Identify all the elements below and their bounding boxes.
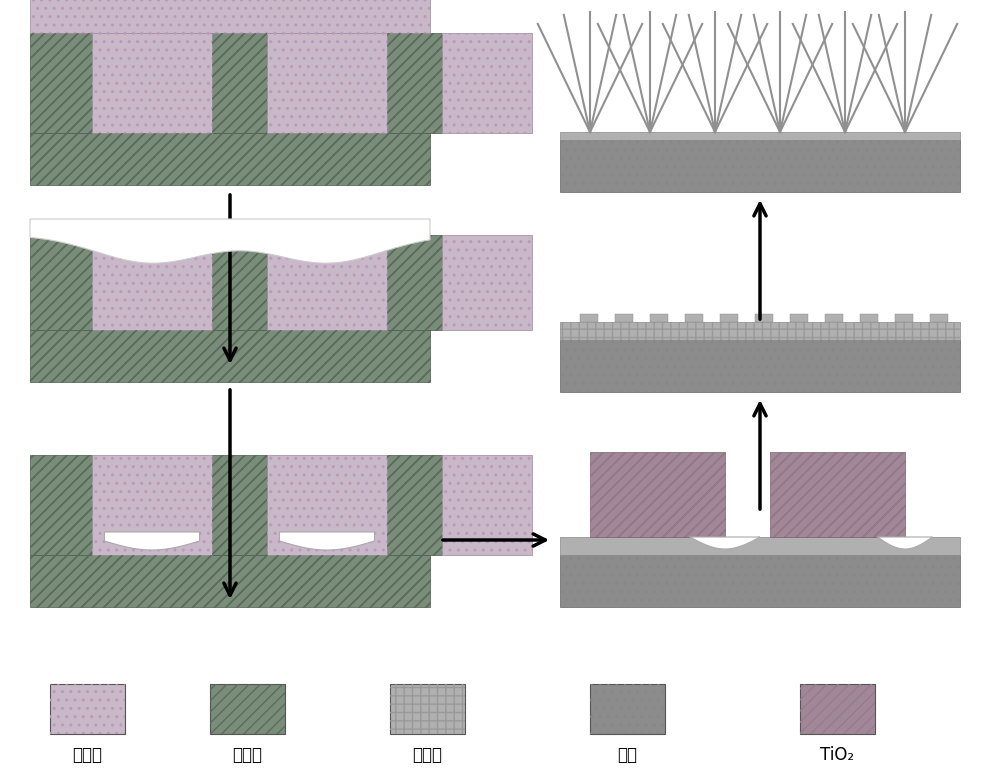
Bar xyxy=(267,455,387,555)
Bar xyxy=(50,684,125,734)
Bar xyxy=(387,455,442,555)
Bar xyxy=(825,314,843,322)
Bar xyxy=(30,0,430,33)
Bar xyxy=(387,235,442,330)
Bar xyxy=(442,235,532,330)
Bar xyxy=(790,314,808,322)
Bar xyxy=(720,314,738,322)
Bar xyxy=(770,452,905,537)
Bar xyxy=(560,140,960,192)
Bar xyxy=(560,537,960,555)
Bar xyxy=(210,684,285,734)
Bar xyxy=(560,140,960,192)
Bar xyxy=(860,314,878,322)
Bar xyxy=(212,235,267,330)
Bar xyxy=(30,330,430,382)
Bar xyxy=(212,33,267,133)
Polygon shape xyxy=(104,532,200,550)
Bar xyxy=(442,33,532,133)
Bar xyxy=(267,455,387,555)
Bar xyxy=(560,340,960,392)
Bar xyxy=(30,133,430,185)
Bar xyxy=(267,235,387,330)
Bar xyxy=(387,235,442,330)
Bar xyxy=(387,33,442,133)
Bar xyxy=(92,455,212,555)
Bar xyxy=(212,235,267,330)
Bar xyxy=(30,133,430,185)
Bar xyxy=(442,455,532,555)
Bar xyxy=(212,455,267,555)
Bar xyxy=(267,33,387,133)
Bar xyxy=(387,455,442,555)
Bar xyxy=(930,314,948,322)
Text: 基底: 基底 xyxy=(618,746,638,764)
Text: TiO₂: TiO₂ xyxy=(820,746,855,764)
Polygon shape xyxy=(690,537,760,549)
Polygon shape xyxy=(878,537,932,549)
Bar xyxy=(92,235,212,330)
Bar xyxy=(615,314,633,322)
Bar xyxy=(30,555,430,607)
Bar xyxy=(650,314,668,322)
Bar xyxy=(560,555,960,607)
Bar xyxy=(30,33,92,133)
Bar xyxy=(895,314,913,322)
Bar xyxy=(442,33,532,133)
Bar xyxy=(390,684,465,734)
Bar xyxy=(50,684,125,734)
Bar xyxy=(770,452,905,537)
Bar xyxy=(267,235,387,330)
Bar xyxy=(92,33,212,133)
Bar xyxy=(560,555,960,607)
Bar xyxy=(590,684,665,734)
Text: 复合膜: 复合膜 xyxy=(413,746,442,764)
Bar xyxy=(212,33,267,133)
Bar xyxy=(92,33,212,133)
Polygon shape xyxy=(280,532,374,550)
Bar xyxy=(212,455,267,555)
Bar xyxy=(580,314,598,322)
Bar xyxy=(30,235,92,330)
Bar xyxy=(92,235,212,330)
Bar xyxy=(442,235,532,330)
Text: 软模板: 软模板 xyxy=(232,746,262,764)
Bar xyxy=(210,684,285,734)
Bar xyxy=(390,684,465,734)
Bar xyxy=(560,132,960,140)
Bar xyxy=(267,33,387,133)
Bar xyxy=(590,452,725,537)
Bar xyxy=(92,455,212,555)
Bar xyxy=(387,33,442,133)
Bar xyxy=(800,684,875,734)
Bar xyxy=(685,314,703,322)
Bar xyxy=(30,33,92,133)
Bar xyxy=(30,555,430,607)
Bar xyxy=(560,322,960,340)
Bar xyxy=(800,684,875,734)
Text: 前驱液: 前驱液 xyxy=(72,746,103,764)
Bar xyxy=(442,455,532,555)
Bar xyxy=(30,0,430,33)
Bar xyxy=(560,322,960,340)
Bar xyxy=(30,235,92,330)
Bar xyxy=(30,455,92,555)
Bar xyxy=(30,455,92,555)
Bar xyxy=(590,684,665,734)
Bar xyxy=(755,314,773,322)
Bar xyxy=(560,340,960,392)
Bar xyxy=(30,330,430,382)
Polygon shape xyxy=(30,219,430,264)
Bar xyxy=(590,452,725,537)
